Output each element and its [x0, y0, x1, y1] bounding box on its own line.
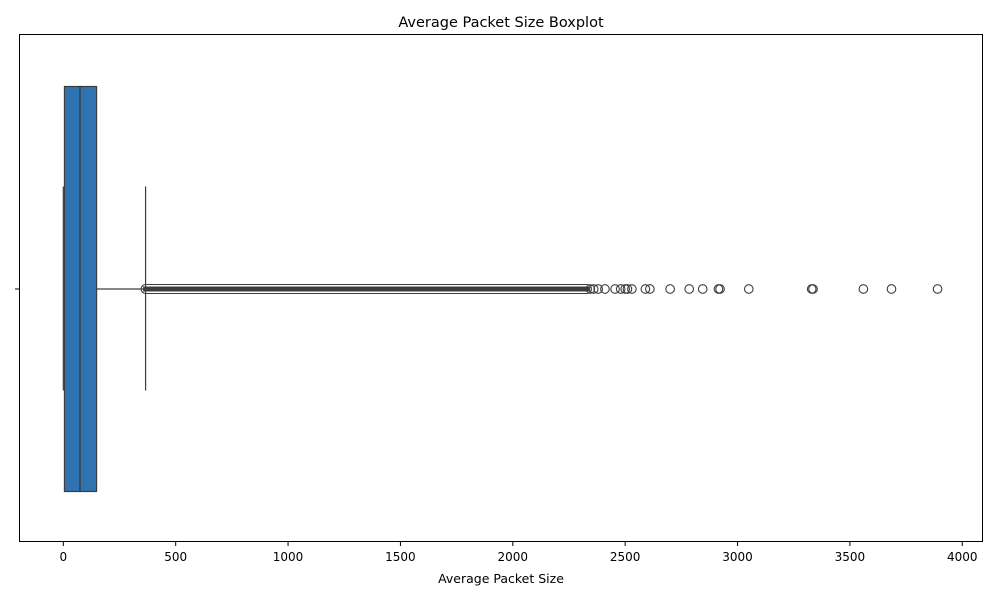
x-tick-label: 0	[60, 550, 68, 564]
outlier-point	[640, 284, 651, 294]
outlier-point	[593, 284, 604, 294]
outlier-point	[627, 284, 637, 294]
x-axis: 0 500 1000 1500 2000 2500 3000 3500 4000	[60, 541, 978, 564]
x-tick-label: 1000	[273, 550, 304, 564]
x-tick-label: 2500	[610, 550, 641, 564]
x-tick-label: 4000	[947, 550, 978, 564]
outlier-point	[808, 284, 818, 294]
outlier-point	[588, 284, 599, 294]
chart-title: Average Packet Size Boxplot	[398, 15, 604, 31]
x-tick-label: 1500	[385, 550, 416, 564]
outlier-band-outline	[140, 283, 593, 295]
outlier-point	[615, 284, 626, 294]
outlier-point	[610, 284, 620, 294]
outlier-point	[645, 284, 655, 294]
outlier-point	[858, 284, 869, 294]
chart-content	[62, 85, 943, 493]
outlier-point	[620, 284, 631, 294]
outlier-point	[684, 284, 695, 294]
x-tick-label: 3000	[722, 550, 753, 564]
outlier-point	[932, 284, 943, 294]
outlier-point	[622, 284, 633, 294]
outlier-point	[697, 284, 708, 294]
outlier-point	[585, 284, 596, 294]
outlier-point	[715, 284, 725, 294]
x-tick-label: 3500	[835, 550, 866, 564]
outlier-point	[665, 284, 675, 294]
outlier-point	[600, 284, 610, 294]
x-tick-label: 500	[164, 550, 187, 564]
x-axis-label: Average Packet Size	[438, 571, 564, 586]
x-tick-label: 2000	[498, 550, 529, 564]
outlier-point	[743, 284, 754, 294]
outlier-point	[886, 284, 897, 294]
plot-frame	[19, 34, 983, 542]
outlier-band	[143, 286, 590, 292]
